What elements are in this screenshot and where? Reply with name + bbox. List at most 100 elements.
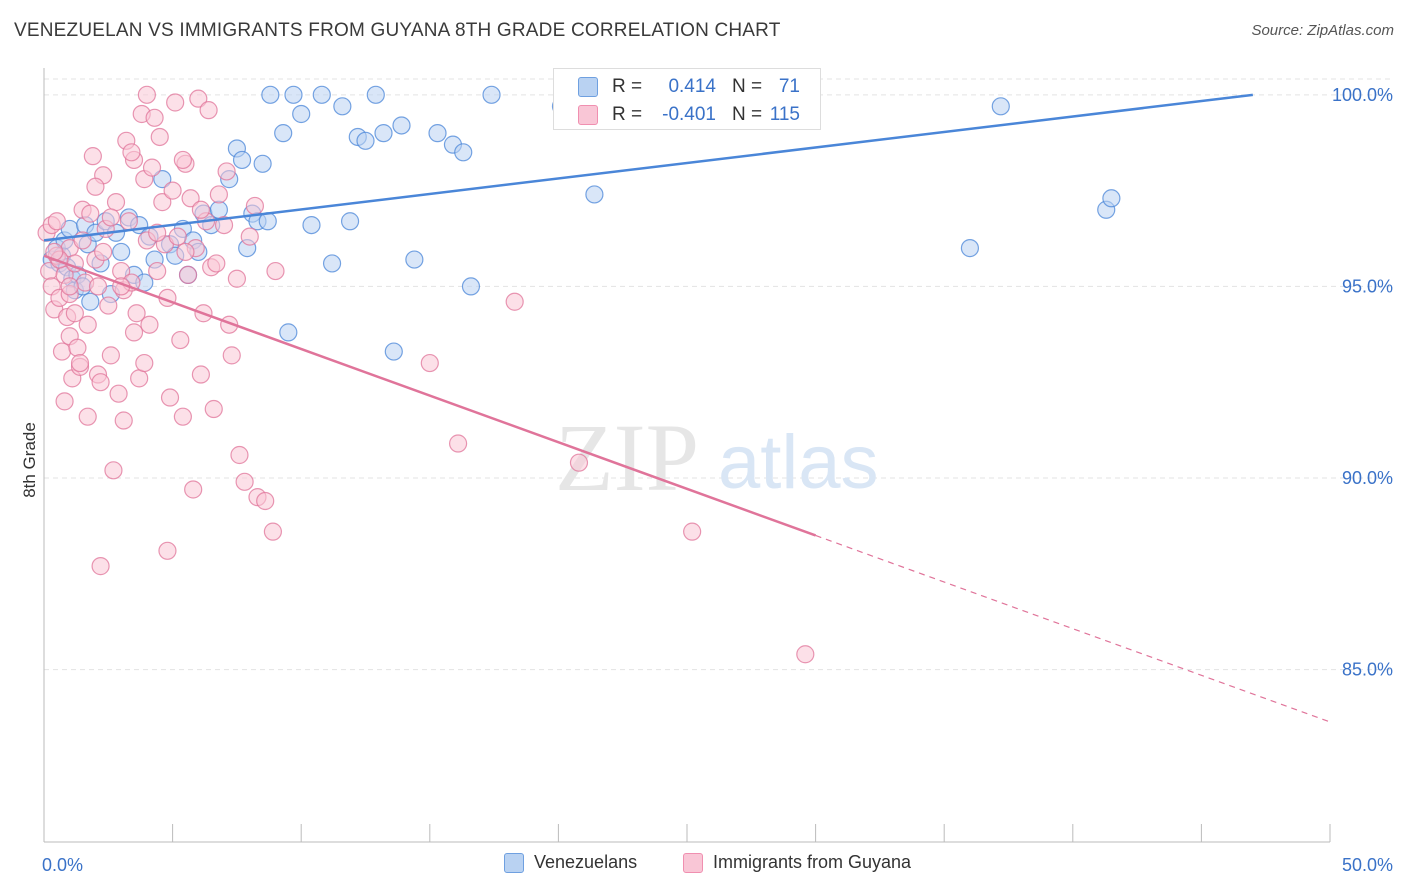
stats-legend: R = 0.414 N = 71 R = -0.401 N = 115 <box>553 68 821 130</box>
data-point <box>173 150 192 170</box>
data-point <box>60 277 79 296</box>
data-point <box>245 196 265 216</box>
data-point <box>101 346 120 365</box>
venezuelans-trend-line <box>43 93 1253 242</box>
data-point <box>428 124 447 143</box>
data-point <box>505 292 524 311</box>
data-point <box>137 85 156 104</box>
data-point <box>256 491 275 511</box>
data-point <box>235 472 254 491</box>
y-tick-label: 100.0% <box>1332 85 1393 105</box>
data-point <box>261 85 280 104</box>
data-point <box>253 154 272 173</box>
data-point <box>178 265 198 285</box>
data-point <box>960 238 980 258</box>
legend-item-guyana[interactable]: Immigrants from Guyana <box>683 852 911 873</box>
data-point <box>405 250 424 269</box>
data-point <box>184 480 203 499</box>
n-label: N = <box>732 104 763 125</box>
data-point <box>222 346 241 365</box>
data-point <box>109 384 128 403</box>
data-point <box>130 369 149 388</box>
data-point <box>263 522 283 541</box>
data-point <box>191 365 210 384</box>
n-label: N = <box>732 76 763 97</box>
data-point <box>99 296 118 315</box>
data-point <box>374 124 393 143</box>
data-point <box>140 315 159 334</box>
data-point <box>168 227 187 246</box>
data-point <box>366 85 385 104</box>
y-tick-label: 85.0% <box>1342 660 1393 680</box>
data-point <box>214 215 234 235</box>
data-point <box>420 353 439 373</box>
data-point <box>569 453 589 472</box>
data-point <box>217 162 236 181</box>
data-point <box>191 200 210 219</box>
data-point <box>91 557 110 576</box>
data-point <box>114 411 133 430</box>
r-value: -0.401 <box>662 104 716 125</box>
data-point <box>153 170 172 189</box>
data-point <box>683 522 702 541</box>
venezuelans-legend-swatch <box>504 852 524 873</box>
data-point <box>207 254 226 273</box>
data-point <box>333 97 352 116</box>
data-point <box>47 212 66 231</box>
data-point <box>392 116 411 135</box>
stats-row-venezuelans: R = 0.414 N = 71 <box>554 73 820 101</box>
data-point <box>70 353 90 373</box>
data-point <box>199 101 218 120</box>
data-point <box>88 277 108 296</box>
data-point <box>52 342 72 361</box>
x-tick-label: 50.0% <box>1342 855 1393 875</box>
data-point <box>274 124 293 143</box>
data-point <box>454 143 473 162</box>
data-point <box>153 193 172 212</box>
guyana-swatch <box>578 105 598 125</box>
data-point <box>124 323 144 342</box>
axes <box>43 68 1331 843</box>
data-point <box>78 315 97 334</box>
guyana-trend-extrapolation <box>815 534 1331 723</box>
data-point <box>585 185 604 204</box>
data-point <box>356 131 375 150</box>
data-point <box>266 261 285 281</box>
data-point <box>150 127 169 147</box>
chart-title: VENEZUELAN VS IMMIGRANTS FROM GUYANA 8TH… <box>14 20 781 41</box>
data-point <box>104 461 123 480</box>
data-point <box>78 407 97 426</box>
legend-item-venezuelans[interactable]: Venezuelans <box>504 852 637 873</box>
data-point <box>461 277 481 296</box>
data-point <box>119 212 138 231</box>
data-point <box>171 330 190 350</box>
data-point <box>122 143 141 162</box>
watermark: ZIP atlas <box>555 404 879 511</box>
data-point <box>148 261 167 281</box>
data-point <box>68 338 87 357</box>
data-points <box>37 85 1121 664</box>
source-credit: Source: ZipAtlas.com <box>1251 22 1394 39</box>
data-point <box>384 342 403 361</box>
y-tick-label: 90.0% <box>1342 468 1393 488</box>
data-point <box>232 150 252 170</box>
data-point <box>145 108 164 127</box>
data-point <box>160 388 180 407</box>
data-point <box>279 323 298 342</box>
x-tick-label: 0.0% <box>42 855 83 875</box>
data-point <box>302 215 321 235</box>
data-point <box>101 208 120 227</box>
watermark-atlas: atlas <box>718 420 879 505</box>
r-label: R = <box>612 76 643 97</box>
data-point <box>94 242 113 262</box>
data-point <box>83 147 102 166</box>
stats-row-guyana: R = -0.401 N = 115 <box>554 101 820 129</box>
data-point <box>176 242 195 262</box>
tick-labels: 100.0% 95.0% 90.0% 85.0% 0.0% 50.0% <box>42 85 1393 875</box>
data-point <box>135 353 154 373</box>
data-point <box>112 242 131 262</box>
data-point <box>158 541 177 560</box>
data-point <box>55 392 74 411</box>
data-point <box>340 212 360 231</box>
